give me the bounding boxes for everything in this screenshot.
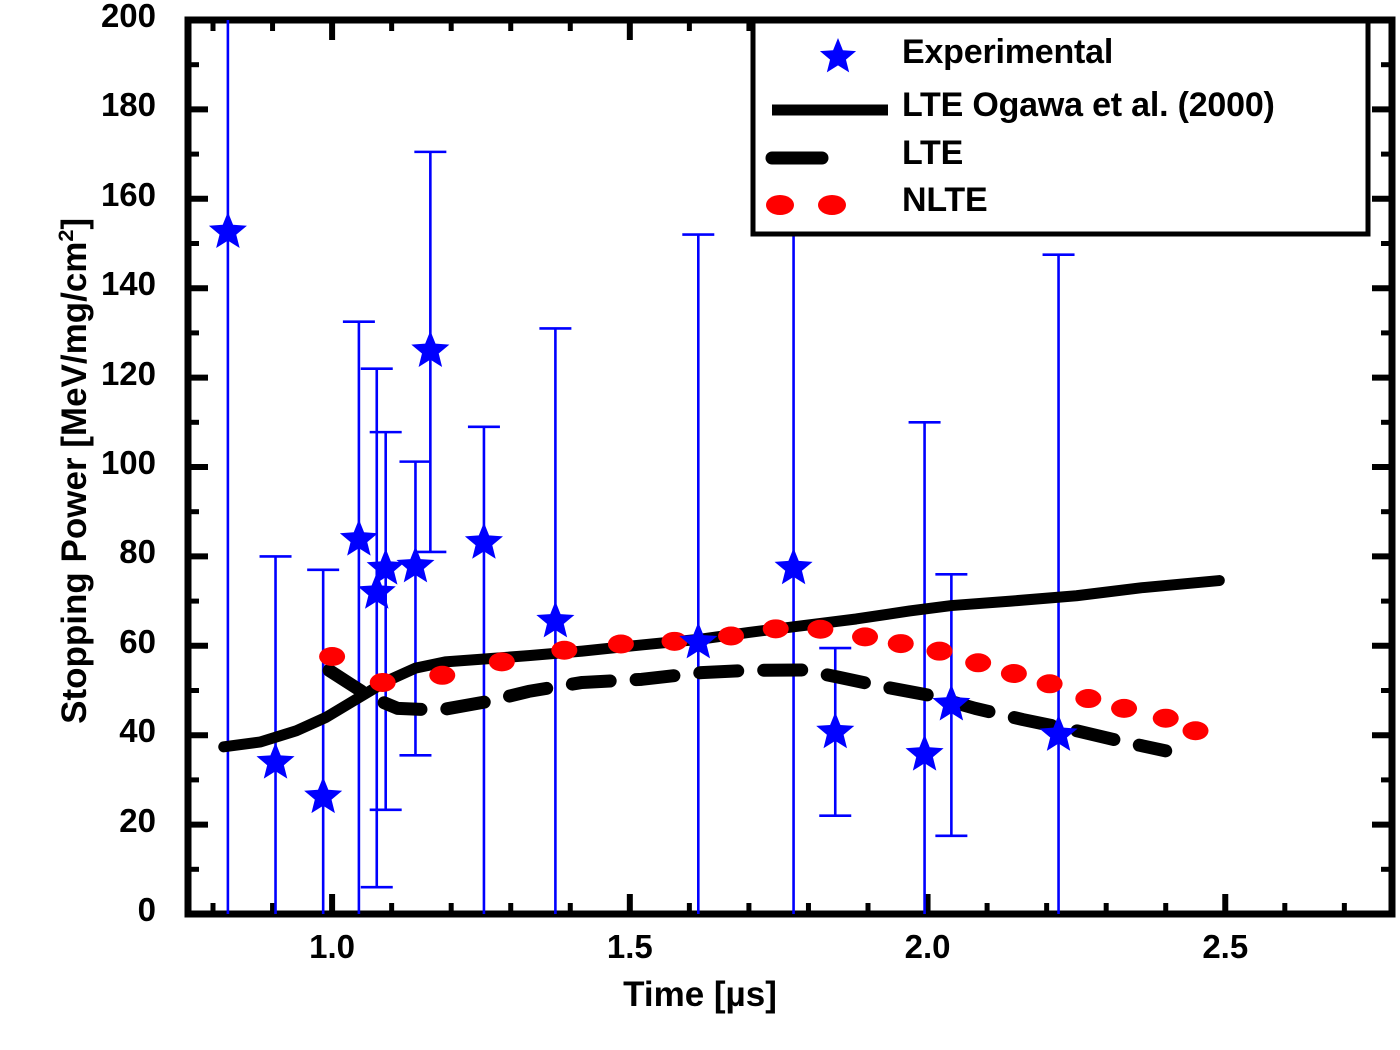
nlte-dot-marker — [1152, 708, 1179, 728]
legend-entry-label: LTE — [902, 134, 964, 172]
x-tick-label: 2.5 — [1202, 928, 1249, 965]
y-axis-title-superscript: 2 — [53, 229, 79, 242]
nlte-dot-marker — [1000, 664, 1027, 684]
nlte-dot-marker — [1036, 674, 1063, 694]
y-tick-label: 120 — [100, 354, 156, 392]
nlte-dot-marker — [807, 619, 834, 639]
nlte-dot-marker — [852, 627, 879, 647]
experimental-star-marker — [411, 330, 450, 367]
experimental-star-marker — [932, 684, 971, 721]
experimental-star-marker — [679, 622, 718, 659]
nlte-dot-marker — [429, 665, 456, 685]
nlte-dot-marker — [965, 653, 992, 673]
y-axis-title-tail: ] — [54, 217, 94, 230]
y-tick-label: 160 — [100, 175, 156, 213]
legend-frame — [750, 18, 1371, 237]
nlte-dot-marker — [488, 652, 515, 672]
experimental-star-marker — [304, 776, 343, 814]
legend-entry-label: NLTE — [902, 181, 988, 219]
x-tick-label: 1.0 — [309, 928, 356, 965]
legend-dot-icon-2 — [818, 195, 846, 215]
y-tick-label: 100 — [100, 444, 156, 481]
nlte-dot-marker — [607, 634, 634, 654]
nlte-dot-marker — [551, 640, 578, 660]
experimental-star-marker — [774, 548, 813, 585]
experimental-star-marker — [339, 519, 378, 556]
y-tick-label: 140 — [100, 265, 156, 303]
experimental-star-marker — [256, 742, 295, 779]
nlte-points — [319, 619, 1209, 741]
lte-dashed-line — [322, 663, 1173, 758]
experimental-star-marker — [357, 572, 396, 609]
experimental-star-marker — [396, 546, 435, 583]
y-tick-label: 60 — [119, 622, 156, 660]
experimental-star-marker — [536, 601, 575, 638]
experimental-points — [208, 211, 1078, 814]
nlte-dot-marker — [661, 631, 688, 651]
lte-ogawa-line — [218, 575, 1225, 753]
y-tick-label: 0 — [137, 891, 156, 928]
nlte-dot-marker — [718, 626, 745, 646]
y-tick-label: 200 — [100, 0, 156, 34]
nlte-dot-marker — [319, 647, 346, 667]
lte-ogawa-curve — [218, 575, 1225, 753]
legend-entry-label: Experimental — [902, 33, 1114, 71]
y-tick-label: 20 — [119, 801, 156, 839]
lte-curve — [322, 663, 1173, 758]
legend-dot-icon-1 — [766, 195, 794, 215]
nlte-dot-marker — [926, 641, 953, 661]
x-tick-label: 1.5 — [606, 928, 653, 965]
x-axis-title: Time [µs] — [623, 975, 777, 1014]
y-tick-label: 180 — [100, 86, 156, 124]
nlte-dot-marker — [1111, 698, 1138, 718]
experimental-star-marker — [1039, 714, 1078, 751]
nlte-dot-marker — [369, 672, 396, 692]
nlte-dot-marker — [887, 634, 914, 654]
experimental-star-marker — [816, 712, 855, 749]
y-tick-label: 80 — [119, 533, 156, 571]
experimental-star-marker — [366, 548, 405, 585]
y-tick-label: 40 — [119, 712, 156, 750]
experimental-star-marker — [464, 522, 503, 559]
nlte-dot-marker — [762, 619, 789, 639]
experimental-star-marker — [905, 734, 944, 771]
legend-box — [750, 18, 1371, 237]
legend-star-icon — [819, 38, 857, 73]
nlte-dot-marker — [1182, 721, 1209, 741]
x-tick-label: 2.0 — [904, 928, 951, 965]
nlte-dot-marker — [1075, 689, 1102, 709]
legend-entry-label: LTE Ogawa et al. (2000) — [902, 86, 1275, 124]
experimental-star-marker — [208, 211, 247, 249]
